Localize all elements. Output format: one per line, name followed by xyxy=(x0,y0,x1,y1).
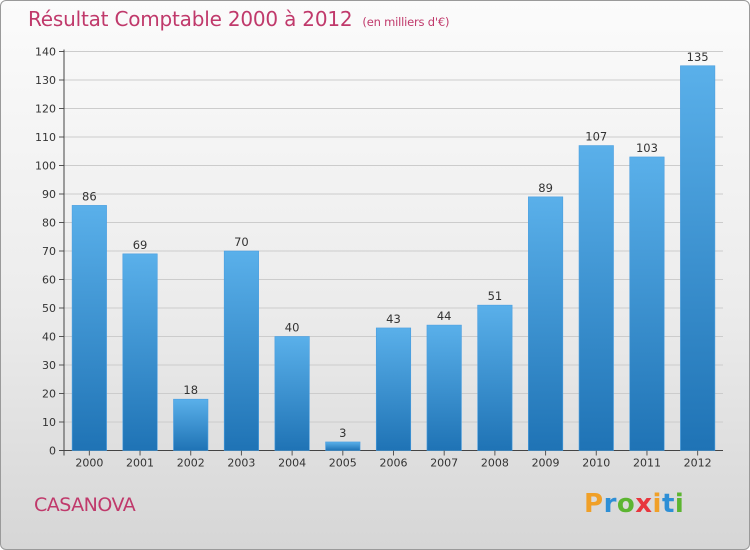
y-tick-label: 70 xyxy=(42,245,56,258)
y-tick-label: 110 xyxy=(35,131,56,144)
logo-letter: r xyxy=(603,489,617,519)
bar xyxy=(426,324,462,451)
y-tick-label: 100 xyxy=(35,160,56,173)
bar xyxy=(680,65,716,451)
bar-value-label: 40 xyxy=(285,321,300,335)
x-tick-label: 2005 xyxy=(329,457,357,470)
y-tick-label: 60 xyxy=(42,274,56,287)
commune-name: CASANOVA xyxy=(34,494,136,516)
y-tick-label: 80 xyxy=(42,217,56,230)
x-tick-label: 2004 xyxy=(278,457,306,470)
y-tick-label: 20 xyxy=(42,388,56,401)
bar-value-label: 51 xyxy=(488,289,503,303)
bar-value-label: 18 xyxy=(183,383,198,397)
logo-letter: x xyxy=(635,489,653,519)
bar xyxy=(274,336,310,451)
y-tick-label: 130 xyxy=(35,74,56,87)
proxiti-logo: Proxiti xyxy=(584,489,684,519)
x-tick-label: 2012 xyxy=(684,457,712,470)
bar xyxy=(325,441,361,451)
bar xyxy=(477,304,513,451)
bar xyxy=(578,145,614,451)
logo-letter: i xyxy=(674,489,685,519)
x-tick-label: 2008 xyxy=(481,457,509,470)
y-tick-label: 30 xyxy=(42,359,56,372)
logo-letter: i xyxy=(652,489,662,519)
y-tick-label: 90 xyxy=(42,188,56,201)
bar-value-label: 44 xyxy=(437,309,452,323)
bar xyxy=(173,398,209,451)
y-tick-label: 140 xyxy=(35,46,56,59)
bar-value-label: 107 xyxy=(585,130,607,144)
bar-value-label: 89 xyxy=(538,181,553,195)
bar xyxy=(629,156,665,451)
bar-value-label: 3 xyxy=(339,426,346,440)
x-tick-label: 2006 xyxy=(380,457,408,470)
bar xyxy=(122,253,158,451)
bar-value-label: 135 xyxy=(687,50,709,64)
bar-value-label: 86 xyxy=(82,189,97,203)
x-tick-label: 2009 xyxy=(532,457,560,470)
title-unit: (en milliers d'€) xyxy=(362,15,450,29)
x-tick-label: 2007 xyxy=(430,457,458,470)
x-tick-label: 2003 xyxy=(227,457,255,470)
x-tick-label: 2002 xyxy=(177,457,205,470)
bar-value-label: 103 xyxy=(636,141,658,155)
x-tick-label: 2011 xyxy=(633,457,661,470)
chart-title: Résultat Comptable 2000 à 2012 (en millie… xyxy=(28,7,449,31)
logo-letter: o xyxy=(616,489,636,519)
bar xyxy=(223,250,259,451)
y-tick-label: 40 xyxy=(42,331,56,344)
bar-value-label: 43 xyxy=(386,312,401,326)
bar xyxy=(375,327,412,451)
y-tick-label: 50 xyxy=(42,302,56,315)
logo-letter: P xyxy=(584,489,604,519)
x-tick-label: 2001 xyxy=(126,457,154,470)
title-text: Résultat Comptable 2000 à 2012 xyxy=(28,7,353,31)
bar xyxy=(71,205,107,451)
bar-value-label: 69 xyxy=(133,238,148,252)
x-tick-label: 2000 xyxy=(75,457,103,470)
y-tick-label: 10 xyxy=(42,416,56,429)
bar-value-label: 70 xyxy=(234,235,249,249)
bar xyxy=(528,196,564,451)
x-tick-label: 2010 xyxy=(582,457,610,470)
y-tick-label: 0 xyxy=(49,445,56,458)
y-tick-label: 120 xyxy=(35,103,56,116)
logo-letter: t xyxy=(661,489,675,519)
